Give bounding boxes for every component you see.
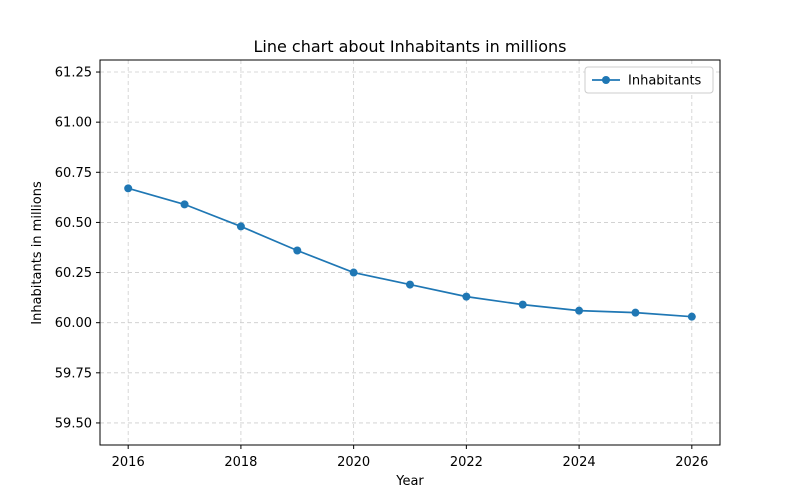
series-layer [124, 184, 696, 321]
x-tick-label: 2024 [563, 455, 596, 470]
legend-box [584, 66, 714, 94]
y-tick-label: 60.75 [55, 166, 92, 181]
y-tick-label: 60.25 [55, 266, 92, 281]
data-point [180, 200, 189, 209]
y-tick-label: 61.25 [55, 66, 92, 81]
data-point [406, 280, 414, 289]
y-tick-label: 59.50 [55, 416, 92, 431]
data-point [631, 308, 640, 317]
data-point [293, 246, 302, 255]
data-point [575, 306, 584, 315]
legend: Inhabitants [584, 66, 714, 94]
grid-lines [100, 60, 720, 445]
y-tick-label: 60.00 [55, 316, 92, 331]
x-tick-label: 2016 [112, 455, 145, 470]
x-tick-label: 2022 [450, 455, 483, 470]
x-tick-label: 2026 [675, 455, 708, 470]
legend-label: Inhabitants [628, 74, 702, 89]
y-axis-label: Inhabitants in millions [30, 181, 45, 325]
x-tick-label: 2020 [337, 455, 370, 470]
data-point [349, 268, 358, 277]
data-point [236, 222, 245, 231]
axes: 2016 2018 2020 2022 2024 2026 59.50 59.75 60.00 6… [55, 59, 721, 470]
data-point [462, 292, 471, 301]
data-point [518, 300, 527, 309]
chart-title: Line chart about Inhabitants in millions [254, 37, 567, 56]
legend-marker [602, 76, 610, 84]
x-tick-label: 2018 [224, 455, 257, 470]
data-point [687, 312, 696, 321]
y-tick-label: 60.50 [55, 216, 92, 231]
plot-frame [99, 59, 721, 446]
y-tick-label: 61.00 [55, 116, 92, 131]
data-point [124, 184, 133, 193]
y-tick-label: 59.75 [55, 366, 92, 381]
x-axis-label: Year [395, 474, 424, 489]
